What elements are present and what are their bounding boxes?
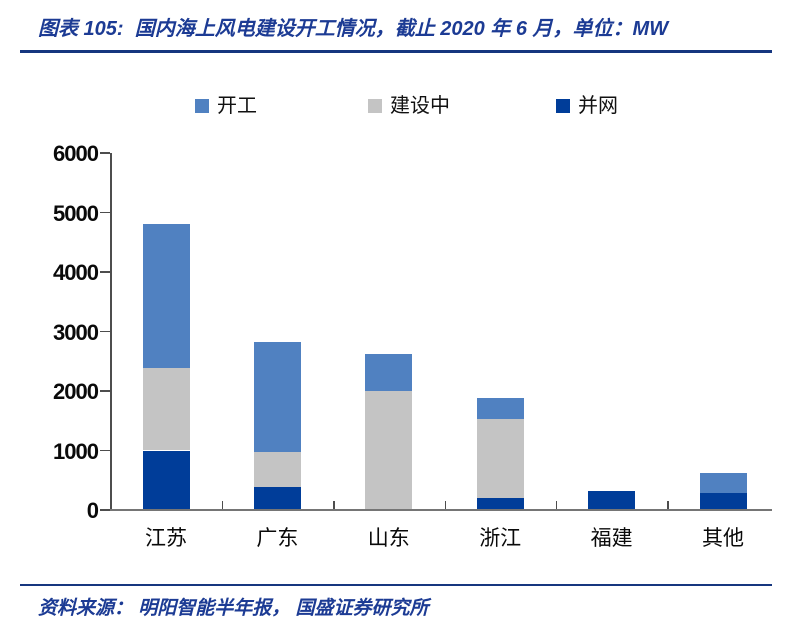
bar-segment-并网-其他 (699, 492, 747, 510)
title-divider (20, 50, 772, 53)
category-label-广东: 广东 (256, 527, 299, 550)
y-tick-label: 4000 (53, 260, 99, 285)
bar-segment-并网-福建 (588, 490, 636, 510)
y-tick-mark (100, 211, 110, 213)
y-tick-mark (100, 152, 110, 154)
y-tick-label: 6000 (53, 141, 99, 166)
legend-label: 开工 (217, 95, 257, 117)
legend-item-开工: 开工 (195, 96, 257, 116)
y-tick-label: 0 (86, 498, 99, 523)
y-tick-label: 1000 (53, 438, 99, 464)
source-note: 资料来源： 明阳智能半年报， 国盛证券研究所 (38, 598, 429, 619)
y-tick-mark (100, 509, 110, 511)
bar-segment-并网-广东 (253, 487, 301, 510)
x-axis-line (110, 509, 772, 511)
legend-swatch-icon (195, 99, 209, 113)
bar-segment-建设中-山东 (365, 391, 413, 510)
bar-segment-并网-浙江 (476, 498, 524, 510)
y-axis-line (110, 153, 112, 510)
x-tick-mark (555, 501, 558, 509)
y-tick-mark (100, 330, 110, 332)
legend-swatch-icon (368, 99, 382, 113)
legend-item-建设中: 建设中 (368, 96, 450, 116)
category-label-浙江: 浙江 (479, 527, 522, 550)
category-label-福建: 福建 (590, 527, 633, 550)
bar-segment-开工-浙江 (476, 397, 524, 419)
x-tick-mark (444, 501, 446, 509)
y-tick-mark (100, 390, 110, 392)
legend-swatch-icon (556, 99, 570, 113)
y-tick-mark (100, 449, 110, 451)
x-tick-mark (333, 501, 335, 509)
bar-segment-开工-广东 (253, 342, 301, 452)
bar-segment-建设中-广东 (253, 451, 301, 488)
bar-segment-建设中-浙江 (476, 418, 524, 499)
x-tick-mark (667, 501, 669, 509)
bar-segment-开工-山东 (365, 354, 413, 391)
bar-segment-并网-江苏 (142, 450, 190, 510)
y-tick-label: 5000 (53, 200, 99, 226)
category-label-山东: 山东 (367, 527, 410, 550)
category-label-其他: 其他 (702, 527, 744, 550)
bar-segment-建设中-江苏 (142, 368, 190, 451)
footer-divider (20, 584, 772, 586)
y-tick-mark (100, 271, 110, 273)
category-label-江苏: 江苏 (145, 527, 187, 550)
x-tick-mark (221, 501, 224, 509)
y-tick-label: 2000 (53, 379, 99, 404)
figure-title: 图表 105: 国内海上风电建设开工情况，截止 2020 年 6 月，单位：MW (38, 18, 669, 40)
y-tick-label: 3000 (53, 319, 99, 345)
legend-label: 建设中 (390, 95, 450, 117)
bar-segment-开工-江苏 (142, 223, 190, 369)
legend-label: 并网 (578, 95, 618, 117)
bar-segment-开工-其他 (699, 473, 747, 493)
legend-item-并网: 并网 (556, 96, 618, 116)
